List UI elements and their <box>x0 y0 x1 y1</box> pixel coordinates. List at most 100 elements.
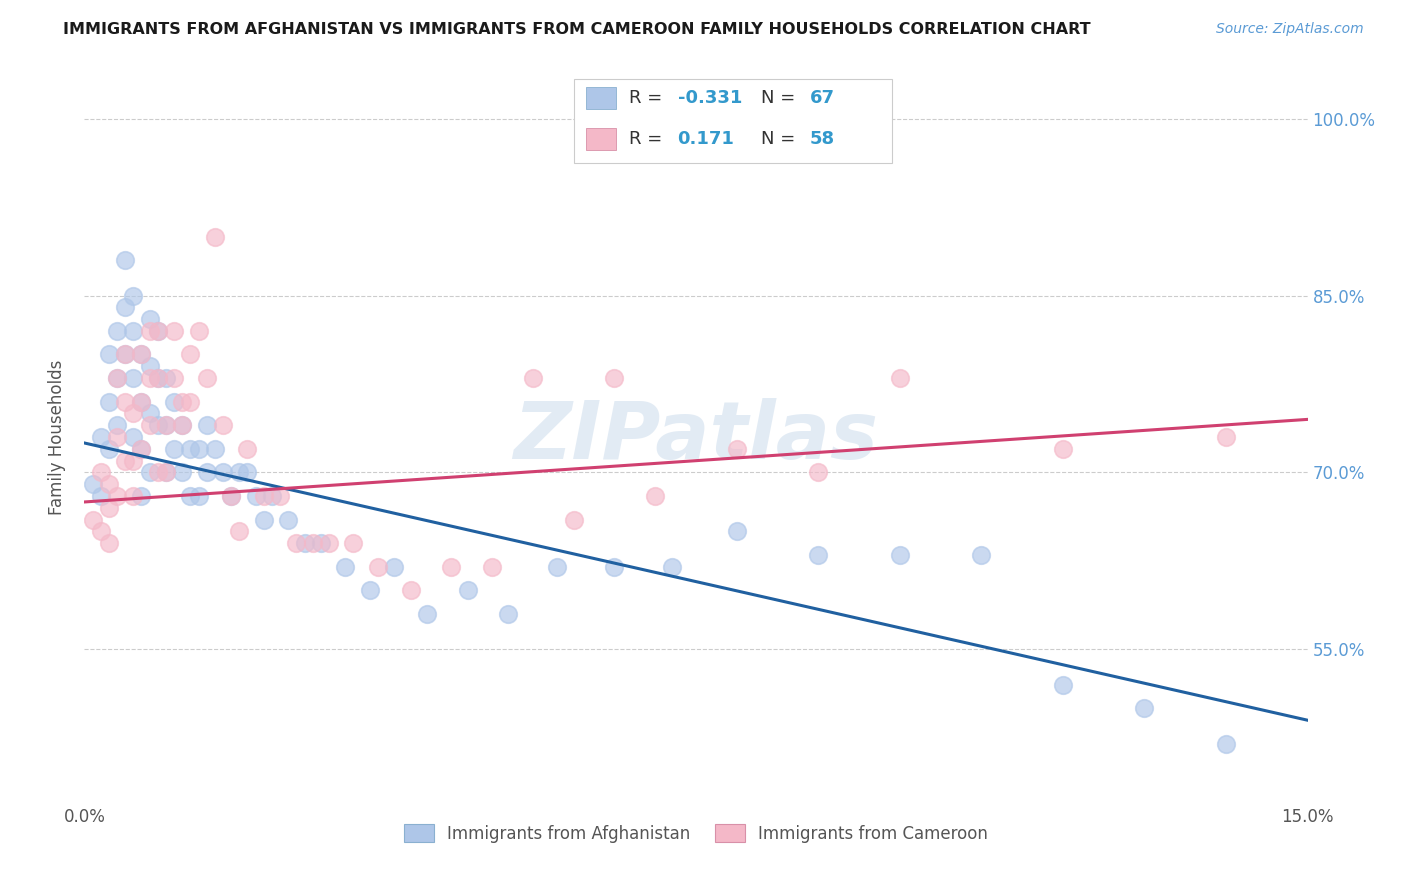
Point <box>889 371 911 385</box>
Point <box>195 371 218 385</box>
FancyBboxPatch shape <box>574 78 891 163</box>
Point <box>195 418 218 433</box>
Point <box>807 466 830 480</box>
Point <box>155 418 177 433</box>
Point <box>122 489 145 503</box>
Point <box>131 442 153 456</box>
Text: N =: N = <box>761 129 794 148</box>
Point <box>172 418 194 433</box>
Point <box>97 442 120 456</box>
Point <box>725 524 748 539</box>
Point <box>179 394 201 409</box>
Point <box>603 559 626 574</box>
Point <box>277 513 299 527</box>
Point <box>661 559 683 574</box>
Point <box>187 324 209 338</box>
Point <box>105 430 128 444</box>
Point <box>122 371 145 385</box>
Text: Source: ZipAtlas.com: Source: ZipAtlas.com <box>1216 22 1364 37</box>
Text: N =: N = <box>761 89 794 107</box>
Point <box>163 394 186 409</box>
Point <box>260 489 283 503</box>
Point <box>382 559 405 574</box>
Point <box>294 536 316 550</box>
Point <box>481 559 503 574</box>
Point <box>889 548 911 562</box>
Point <box>105 489 128 503</box>
Point <box>644 489 666 503</box>
Text: IMMIGRANTS FROM AFGHANISTAN VS IMMIGRANTS FROM CAMEROON FAMILY HOUSEHOLDS CORREL: IMMIGRANTS FROM AFGHANISTAN VS IMMIGRANT… <box>63 22 1091 37</box>
Point <box>163 371 186 385</box>
Text: R =: R = <box>628 89 662 107</box>
Point <box>82 513 104 527</box>
Point <box>522 371 544 385</box>
Point <box>146 418 169 433</box>
Point <box>212 466 235 480</box>
Point <box>114 347 136 361</box>
Point <box>155 466 177 480</box>
Point <box>90 524 112 539</box>
Point <box>105 371 128 385</box>
Point <box>82 477 104 491</box>
Point <box>122 407 145 421</box>
Text: 58: 58 <box>810 129 835 148</box>
Point <box>179 347 201 361</box>
Point <box>163 324 186 338</box>
Point <box>498 607 520 621</box>
Point <box>97 347 120 361</box>
Point <box>146 324 169 338</box>
Point <box>603 371 626 385</box>
Point <box>131 489 153 503</box>
Point <box>562 513 585 527</box>
Point <box>335 559 357 574</box>
Point <box>131 347 153 361</box>
Point <box>114 394 136 409</box>
Point <box>146 466 169 480</box>
Point <box>138 466 160 480</box>
Point <box>228 524 250 539</box>
Point <box>457 583 479 598</box>
Point <box>301 536 323 550</box>
Point <box>342 536 364 550</box>
Point <box>416 607 439 621</box>
Point <box>114 347 136 361</box>
Point <box>146 324 169 338</box>
Point <box>138 312 160 326</box>
Point <box>90 489 112 503</box>
Point <box>253 513 276 527</box>
Point <box>236 466 259 480</box>
Point <box>179 442 201 456</box>
Text: -0.331: -0.331 <box>678 89 742 107</box>
Point <box>97 477 120 491</box>
FancyBboxPatch shape <box>586 128 616 150</box>
Point <box>138 359 160 374</box>
Point <box>187 442 209 456</box>
Point <box>179 489 201 503</box>
Legend: Immigrants from Afghanistan, Immigrants from Cameroon: Immigrants from Afghanistan, Immigrants … <box>396 818 995 849</box>
Point <box>253 489 276 503</box>
Point <box>114 453 136 467</box>
Point <box>155 466 177 480</box>
FancyBboxPatch shape <box>586 87 616 110</box>
Point <box>138 324 160 338</box>
Point <box>399 583 422 598</box>
Point <box>90 430 112 444</box>
Point <box>1052 442 1074 456</box>
Point <box>105 418 128 433</box>
Point <box>146 371 169 385</box>
Text: 0.171: 0.171 <box>678 129 734 148</box>
Text: ZIPatlas: ZIPatlas <box>513 398 879 476</box>
Point <box>367 559 389 574</box>
Point <box>318 536 340 550</box>
Point <box>122 430 145 444</box>
Point <box>155 371 177 385</box>
Point <box>131 442 153 456</box>
Point <box>269 489 291 503</box>
Y-axis label: Family Households: Family Households <box>48 359 66 515</box>
Point <box>309 536 332 550</box>
Point <box>359 583 381 598</box>
Point <box>114 253 136 268</box>
Point <box>172 394 194 409</box>
Point <box>285 536 308 550</box>
Point <box>1052 678 1074 692</box>
